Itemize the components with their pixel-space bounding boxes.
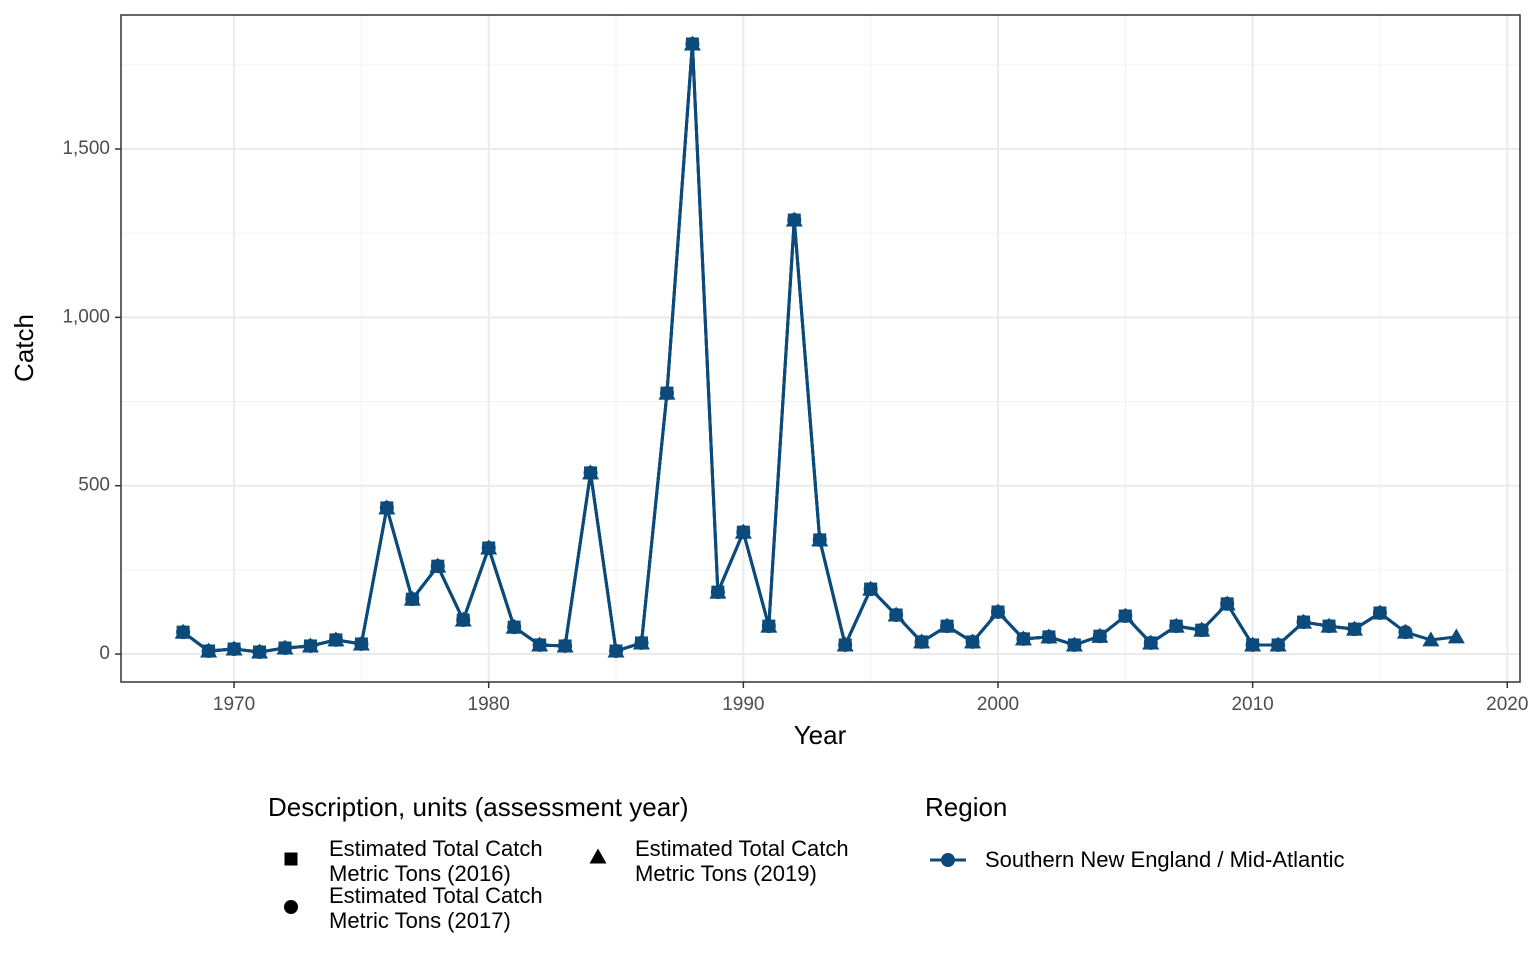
marker-square	[1093, 629, 1107, 643]
marker-circle	[284, 900, 298, 914]
marker-square	[482, 541, 496, 555]
x-tick-label: 2000	[977, 694, 1019, 715]
marker-square	[940, 619, 954, 633]
marker-square	[838, 638, 852, 652]
marker-square	[533, 638, 547, 652]
marker-square	[991, 605, 1005, 619]
x-tick-label: 2010	[1231, 694, 1273, 715]
legend-label: Estimated Total Catch Metric Tons (2019)	[635, 836, 849, 886]
marker-triangle	[1422, 631, 1440, 647]
marker-circle	[1398, 625, 1413, 640]
marker-triangle	[589, 848, 607, 864]
marker-square	[1373, 606, 1387, 620]
marker-square	[558, 639, 572, 653]
legend-title: Description, units (assessment year)	[268, 792, 689, 822]
marker-square	[1169, 619, 1183, 633]
marker-square	[354, 637, 368, 651]
marker-square	[1297, 615, 1311, 629]
marker-square	[431, 559, 445, 573]
region-legend-dot	[941, 853, 955, 867]
marker-square	[889, 608, 903, 622]
marker-square	[1246, 638, 1260, 652]
marker-square	[1144, 636, 1158, 650]
marker-square	[456, 613, 470, 627]
marker-square	[1195, 623, 1209, 637]
marker-square	[227, 642, 241, 656]
x-axis-title: Year	[794, 720, 847, 750]
marker-square	[609, 644, 623, 658]
x-tick-label: 1980	[468, 694, 510, 715]
plot-background	[121, 15, 1520, 682]
marker-square	[176, 625, 190, 639]
plot-frame	[120, 14, 1521, 683]
marker-square	[660, 386, 674, 400]
marker-square	[380, 501, 394, 515]
x-tick-label: 2020	[1486, 694, 1528, 715]
marker-square	[966, 635, 980, 649]
marker-square	[284, 852, 298, 866]
y-tick-label: 1,500	[62, 138, 110, 159]
marker-square	[864, 582, 878, 596]
y-tick-label: 500	[78, 475, 110, 496]
marker-square	[507, 620, 521, 634]
marker-triangle	[1447, 628, 1465, 644]
marker-square	[813, 533, 827, 547]
marker-square	[1067, 638, 1081, 652]
marker-square	[202, 644, 216, 658]
region-legend-title: Region	[925, 792, 1008, 822]
marker-square	[1016, 632, 1030, 646]
marker-square	[253, 645, 267, 659]
marker-square	[1322, 619, 1336, 633]
y-tick-label: 0	[99, 643, 110, 664]
marker-square	[634, 636, 648, 650]
marker-square	[1042, 630, 1056, 644]
marker-square	[584, 466, 598, 480]
x-tick-label: 1970	[213, 694, 255, 715]
legend-label: Estimated Total Catch Metric Tons (2016)	[329, 836, 543, 886]
marker-square	[405, 592, 419, 606]
marker-square	[762, 619, 776, 633]
y-axis-title: Catch	[9, 314, 39, 382]
marker-square	[303, 639, 317, 653]
marker-square	[915, 635, 929, 649]
marker-square	[1347, 622, 1361, 636]
marker-square	[329, 633, 343, 647]
region-legend-label: Southern New England / Mid-Atlantic	[985, 847, 1345, 872]
marker-square	[1220, 597, 1234, 611]
legend-label: Estimated Total Catch Metric Tons (2017)	[329, 883, 543, 933]
y-tick-label: 1,000	[62, 306, 110, 327]
marker-square	[685, 37, 699, 51]
x-tick-label: 1990	[722, 694, 764, 715]
marker-square	[1118, 609, 1132, 623]
marker-square	[787, 213, 801, 227]
marker-square	[711, 585, 725, 599]
marker-square	[736, 525, 750, 539]
marker-square	[1271, 638, 1285, 652]
marker-square	[278, 641, 292, 655]
